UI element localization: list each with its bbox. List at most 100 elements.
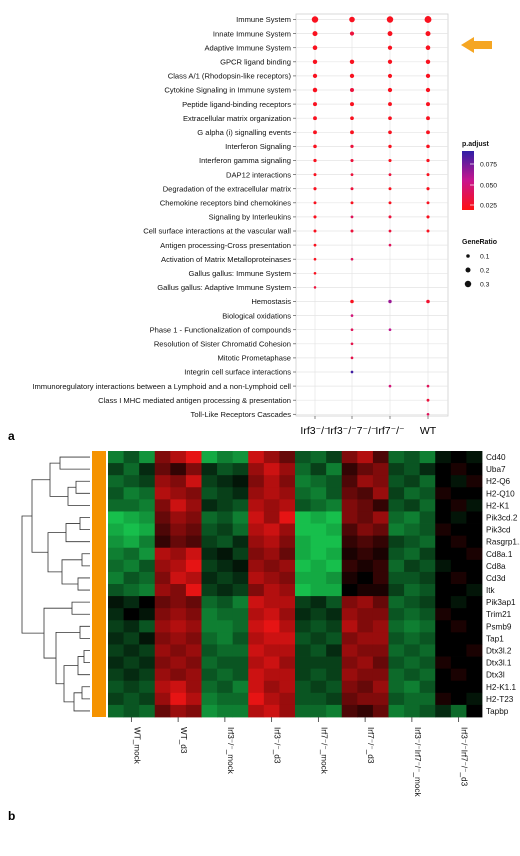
heatmap-cell — [372, 451, 389, 464]
pathway-label: Immunoregulatory interactions between a … — [32, 382, 291, 391]
dot — [313, 144, 317, 149]
heatmap-cell — [139, 547, 156, 561]
heatmap-cell — [419, 535, 436, 549]
heatmap-cell — [435, 511, 452, 524]
heatmap-cell — [326, 571, 343, 585]
heatmap-panel: Cd40 Uba7 H2-Q6 H2-Q10 H2-K1 Pik3cd.2 Pik3cd Ra… — [8, 451, 520, 823]
heatmap-cell — [450, 608, 467, 621]
heatmap-cell — [139, 451, 156, 464]
heatmap-cell — [263, 559, 280, 573]
heatmap-cell — [357, 499, 374, 512]
heatmap-cell — [435, 668, 452, 682]
heatmap-cell — [435, 692, 452, 706]
heatmap-cell — [404, 680, 421, 694]
heatmap-cell — [450, 475, 467, 488]
heatmap-cell — [154, 680, 171, 694]
heatmap-cell — [326, 680, 343, 694]
dendrogram-branch — [63, 665, 78, 703]
heatmap-cell — [295, 668, 311, 682]
heatmap-cell — [450, 620, 467, 633]
heatmap-cell — [295, 596, 311, 609]
heatmap-cell — [139, 680, 156, 694]
heatmap-cell — [217, 584, 234, 597]
heatmap-cell — [201, 608, 218, 621]
heatmap-cell — [185, 632, 202, 645]
size-legend-dot — [465, 267, 471, 273]
heatmap-cell — [263, 620, 280, 633]
heatmap-cell — [108, 523, 124, 537]
dot — [426, 201, 430, 205]
dot — [350, 356, 354, 360]
heatmap-cell — [201, 451, 218, 464]
size-legend-label: 0.2 — [480, 267, 490, 274]
pathway-label: Mitotic Prometaphase — [218, 354, 291, 363]
heatmap-cell — [357, 620, 374, 633]
heatmap-cell — [357, 692, 374, 706]
heatmap-cell — [108, 487, 124, 500]
heatmap-cell — [170, 668, 187, 682]
dendrogram-branch — [79, 517, 90, 530]
pathway-label: Cell surface interactions at the vascula… — [143, 227, 291, 236]
dot — [426, 116, 430, 121]
heatmap-cell — [466, 584, 483, 597]
heatmap-cell — [123, 463, 140, 476]
dot — [388, 328, 392, 332]
dot — [424, 16, 432, 23]
heatmap-cell — [372, 571, 389, 585]
heatmap-cell — [388, 559, 405, 573]
heatmap-cell — [435, 632, 452, 645]
heatmap-cell — [232, 451, 249, 464]
heatmap-cell — [295, 535, 311, 549]
heatmap-cell — [357, 632, 374, 645]
heatmap-cell — [404, 535, 421, 549]
heatmap-cell — [185, 680, 202, 694]
heatmap-cell — [372, 559, 389, 573]
dot — [350, 130, 354, 135]
dot — [313, 286, 317, 289]
heatmap-cell — [419, 499, 436, 512]
dot — [426, 412, 430, 416]
heatmap-cell — [326, 451, 343, 464]
heatmap-cell — [466, 704, 483, 718]
heatmap-cell — [154, 704, 171, 718]
heatmap-cell — [123, 620, 140, 633]
heatmap-cell — [326, 584, 343, 597]
heatmap-cell — [388, 644, 405, 657]
dot — [312, 59, 318, 65]
heatmap-cell — [388, 475, 405, 488]
heatmap-cell — [279, 608, 296, 621]
heatmap-cell — [154, 487, 171, 500]
heatmap-cell — [450, 656, 467, 670]
heatmap-cell — [341, 632, 358, 645]
heatmap-cell — [295, 451, 311, 464]
heatmap-cell — [154, 463, 171, 476]
heatmap-cell — [263, 584, 280, 597]
heatmap-cell — [201, 499, 218, 512]
heatmap-cell — [372, 596, 389, 609]
heatmap-cell — [108, 620, 124, 633]
heatmap-cell — [201, 535, 218, 549]
heatmap-cell — [326, 704, 343, 718]
gene-label: H2-Q6 — [486, 477, 511, 486]
sample-label: Irf3⁻/⁻_d3 — [273, 727, 282, 764]
heatmap-cell — [123, 692, 140, 706]
heatmap-cell — [419, 596, 436, 609]
heatmap-cell — [170, 692, 187, 706]
heatmap-cell — [154, 571, 171, 585]
color-legend-label: 0.075 — [480, 161, 497, 168]
heatmap-cell — [326, 499, 343, 512]
heatmap-cell — [185, 656, 202, 670]
heatmap-cell — [185, 596, 202, 609]
heatmap-cell — [404, 704, 421, 718]
heatmap-cell — [450, 523, 467, 537]
sample-label: WT_mock — [132, 727, 141, 765]
dendrogram-branch — [61, 559, 82, 585]
heatmap-cell — [310, 475, 327, 488]
heatmap-cell — [217, 692, 234, 706]
heatmap-cell — [388, 656, 405, 670]
heatmap-cell — [108, 644, 124, 657]
heatmap-cell — [404, 596, 421, 609]
heatmap-cell — [466, 644, 483, 657]
size-legend-label: 0.3 — [480, 281, 490, 288]
heatmap-cell — [295, 487, 311, 500]
